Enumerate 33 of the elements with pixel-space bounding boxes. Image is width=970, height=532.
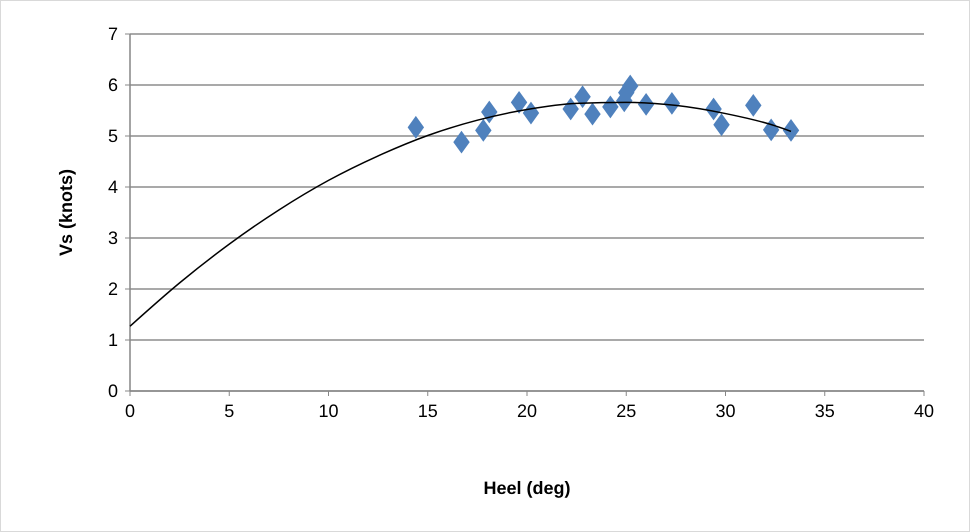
point <box>562 98 579 120</box>
point <box>453 130 470 154</box>
y-tick-label: 7 <box>108 24 118 44</box>
point <box>475 118 492 142</box>
y-tick-label: 5 <box>108 126 118 146</box>
x-tick-label: 40 <box>914 401 934 421</box>
x-tick-label: 35 <box>814 401 835 421</box>
x-tick-label: 0 <box>124 401 136 421</box>
x-axis-title: Heel (deg) <box>483 478 571 498</box>
point <box>481 100 498 124</box>
y-tick-label: 1 <box>108 330 118 350</box>
point <box>510 90 528 114</box>
point <box>762 118 780 142</box>
y-tick-label: 4 <box>108 177 118 197</box>
point <box>713 113 730 136</box>
y-tick-label: 6 <box>108 75 118 95</box>
y-axis-title: Vs (knots) <box>56 168 76 256</box>
point <box>745 94 762 117</box>
x-tick-label: 30 <box>715 401 736 421</box>
point <box>602 96 619 118</box>
point <box>522 102 540 124</box>
y-tick-label: 3 <box>108 228 118 248</box>
point <box>782 118 800 142</box>
point <box>584 102 601 126</box>
x-tick-label: 20 <box>516 401 538 421</box>
x-tick-label: 15 <box>418 401 438 421</box>
point <box>408 116 424 139</box>
y-tick-label: 2 <box>108 279 118 299</box>
y-tick-label: 0 <box>108 381 118 401</box>
x-tick-label: 5 <box>224 401 234 421</box>
x-tick-label: 10 <box>318 401 339 421</box>
point <box>574 85 591 108</box>
x-tick-label: 25 <box>616 401 636 421</box>
